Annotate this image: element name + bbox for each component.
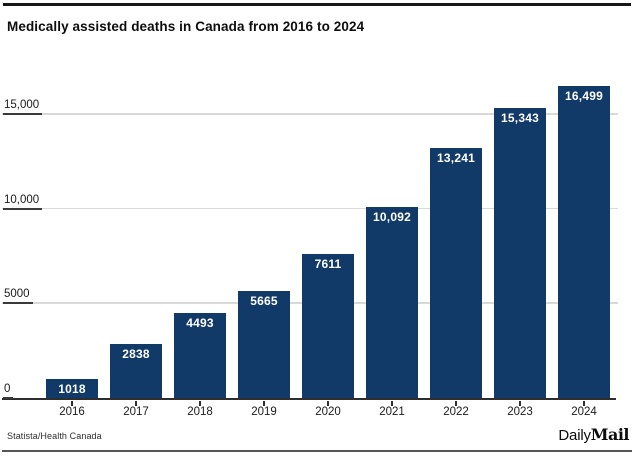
bar-value-label-2022: 13,241 [437,150,475,165]
x-axis-tick-2016 [71,401,73,406]
x-axis-label-2024: 2024 [571,406,597,418]
x-axis-tick-2023 [519,401,521,406]
bar-value-label-2024: 16,499 [565,89,603,104]
bar-value-label-2020: 7611 [314,257,342,272]
logo-daily-text: Daily [558,427,591,444]
bar-value-label-2023: 15,343 [501,111,539,126]
bar-2021: 10,092 [366,207,418,398]
gridline-15000 [2,113,618,115]
x-axis-label-2022: 2022 [443,406,469,418]
y-axis-label-15000: 15,000 [3,99,43,115]
x-axis-label-2018: 2018 [187,406,213,418]
x-axis-tick-2020 [327,401,329,406]
x-axis-label-2017: 2017 [123,406,149,418]
bar-value-label-2018: 4493 [186,316,214,331]
x-axis-label-2016: 2016 [59,406,85,418]
y-axis-label-5000: 5000 [3,288,33,304]
x-axis-tick-2021 [391,401,393,406]
bar-value-label-2019: 5665 [250,293,278,308]
logo-mail-text: Mail [590,425,630,444]
x-axis-label-2020: 2020 [315,406,341,418]
x-axis-label-2019: 2019 [251,406,277,418]
x-axis-tick-2019 [263,401,265,406]
x-axis-tick-2017 [135,401,137,406]
bar-2019: 5665 [238,290,290,398]
bar-2023: 15,343 [494,108,546,398]
dailymail-logo: DailyMail [558,425,629,445]
bar-chart: 0 5000 10,000 15,000 1018 2016 2838 2017 4493 201… [0,85,634,418]
y-axis-label-10000: 10,000 [3,194,43,210]
x-axis-label-2023: 2023 [507,406,533,418]
x-axis-tick-2024 [583,401,585,406]
bar-2018: 4493 [174,313,226,398]
bar-value-label-2016: 1018 [58,381,86,396]
chart-title: Medically assisted deaths in Canada from… [7,19,365,34]
bar-2020: 7611 [302,254,354,398]
bar-2022: 13,241 [430,147,482,398]
bar-2016: 1018 [46,378,98,398]
x-axis-line [2,398,616,400]
gridline-10000 [2,207,618,209]
bar-2017: 2838 [110,344,162,398]
bar-2024: 16,499 [558,86,610,398]
x-axis-label-2021: 2021 [379,406,405,418]
bar-value-label-2017: 2838 [122,347,150,362]
source-credit: Statista/Health Canada [7,431,102,441]
bar-value-label-2021: 10,092 [373,210,411,225]
top-rule [3,3,631,6]
bottom-rule [2,450,632,452]
x-axis-tick-2018 [199,401,201,406]
x-axis-tick-2022 [455,401,457,406]
y-axis-label-0: 0 [3,383,14,399]
